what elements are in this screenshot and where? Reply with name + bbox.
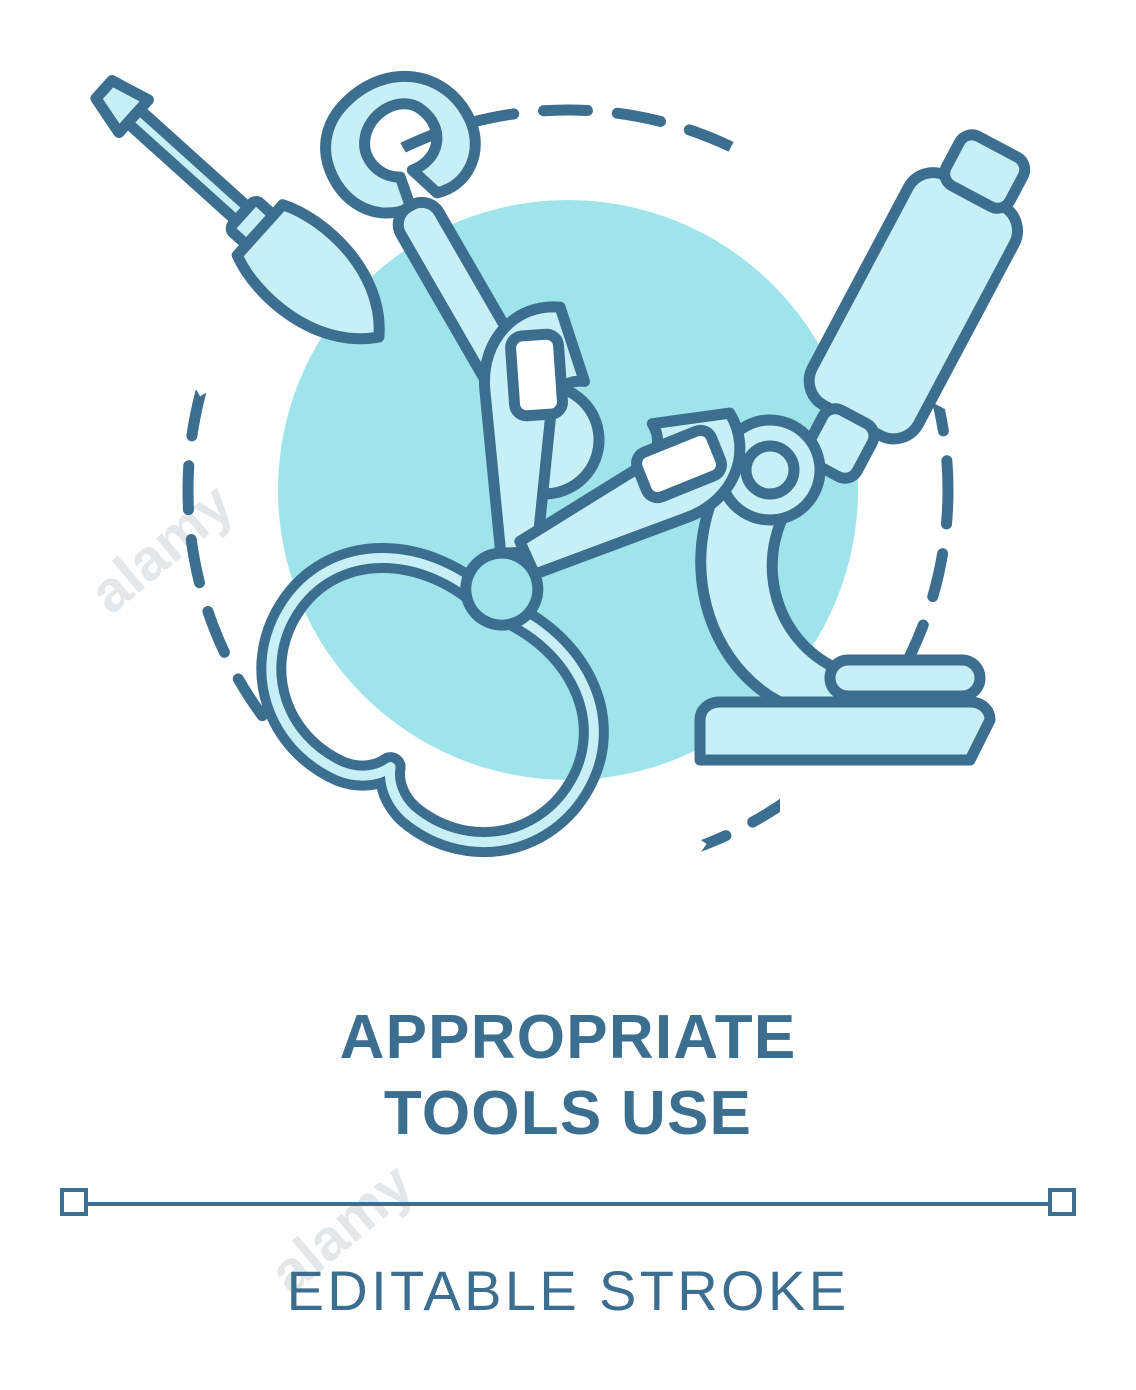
subtitle: EDITABLE STROKE (0, 1258, 1136, 1323)
divider-line (70, 1202, 1066, 1206)
divider-cap-right (1048, 1188, 1076, 1216)
infographic-canvas: alamy alamy alamy (0, 0, 1136, 1390)
divider (60, 1200, 1076, 1204)
title-line-1: APPROPRIATE (0, 1000, 1136, 1076)
tools-illustration (0, 0, 1136, 980)
title-line-2: TOOLS USE (0, 1076, 1136, 1152)
icon-stage (0, 0, 1136, 980)
divider-cap-left (60, 1188, 88, 1216)
title: APPROPRIATE TOOLS USE (0, 1000, 1136, 1152)
